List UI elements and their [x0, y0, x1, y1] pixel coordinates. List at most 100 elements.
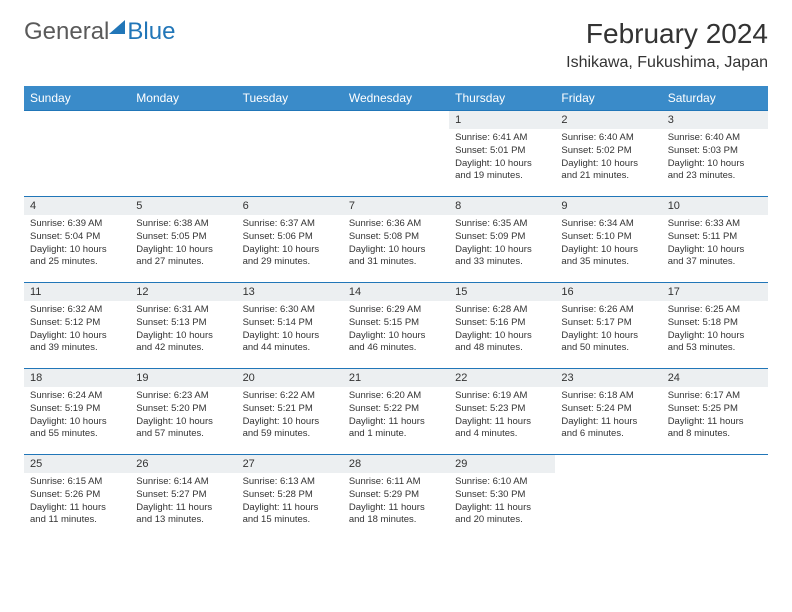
- day-number: 23: [555, 369, 661, 387]
- day-daylight: Daylight: 10 hours and 23 minutes.: [668, 158, 762, 184]
- calendar-row: 1Sunrise: 6:41 AMSunset: 5:01 PMDaylight…: [24, 111, 768, 197]
- calendar-cell: 19Sunrise: 6:23 AMSunset: 5:20 PMDayligh…: [130, 369, 236, 455]
- day-content: Sunrise: 6:35 AMSunset: 5:09 PMDaylight:…: [449, 215, 555, 272]
- logo-triangle-icon: [109, 20, 125, 34]
- day-daylight: Daylight: 11 hours and 20 minutes.: [455, 502, 549, 528]
- day-sunrise: Sunrise: 6:18 AM: [561, 390, 655, 403]
- calendar-cell: 6Sunrise: 6:37 AMSunset: 5:06 PMDaylight…: [237, 197, 343, 283]
- calendar-cell: 9Sunrise: 6:34 AMSunset: 5:10 PMDaylight…: [555, 197, 661, 283]
- day-sunrise: Sunrise: 6:26 AM: [561, 304, 655, 317]
- calendar-body: 1Sunrise: 6:41 AMSunset: 5:01 PMDaylight…: [24, 111, 768, 541]
- day-sunrise: Sunrise: 6:31 AM: [136, 304, 230, 317]
- day-sunrise: Sunrise: 6:15 AM: [30, 476, 124, 489]
- location-subtitle: Ishikawa, Fukushima, Japan: [566, 54, 768, 72]
- day-number: 17: [662, 283, 768, 301]
- day-content: Sunrise: 6:19 AMSunset: 5:23 PMDaylight:…: [449, 387, 555, 444]
- day-sunrise: Sunrise: 6:20 AM: [349, 390, 443, 403]
- calendar-cell: 22Sunrise: 6:19 AMSunset: 5:23 PMDayligh…: [449, 369, 555, 455]
- day-sunset: Sunset: 5:24 PM: [561, 403, 655, 416]
- calendar-row: 25Sunrise: 6:15 AMSunset: 5:26 PMDayligh…: [24, 455, 768, 541]
- day-content: Sunrise: 6:36 AMSunset: 5:08 PMDaylight:…: [343, 215, 449, 272]
- day-daylight: Daylight: 11 hours and 1 minute.: [349, 416, 443, 442]
- day-header-mon: Monday: [130, 86, 236, 111]
- day-content: Sunrise: 6:41 AMSunset: 5:01 PMDaylight:…: [449, 129, 555, 186]
- day-sunset: Sunset: 5:12 PM: [30, 317, 124, 330]
- calendar-cell: 24Sunrise: 6:17 AMSunset: 5:25 PMDayligh…: [662, 369, 768, 455]
- day-sunset: Sunset: 5:04 PM: [30, 231, 124, 244]
- day-content: Sunrise: 6:37 AMSunset: 5:06 PMDaylight:…: [237, 215, 343, 272]
- calendar-cell-empty: [237, 111, 343, 197]
- day-number: 4: [24, 197, 130, 215]
- day-number: 20: [237, 369, 343, 387]
- day-daylight: Daylight: 10 hours and 35 minutes.: [561, 244, 655, 270]
- day-sunrise: Sunrise: 6:38 AM: [136, 218, 230, 231]
- calendar-cell-empty: [662, 455, 768, 541]
- day-number: 14: [343, 283, 449, 301]
- day-daylight: Daylight: 10 hours and 19 minutes.: [455, 158, 549, 184]
- day-sunrise: Sunrise: 6:28 AM: [455, 304, 549, 317]
- calendar-cell: 1Sunrise: 6:41 AMSunset: 5:01 PMDaylight…: [449, 111, 555, 197]
- day-content: Sunrise: 6:25 AMSunset: 5:18 PMDaylight:…: [662, 301, 768, 358]
- day-header-thu: Thursday: [449, 86, 555, 111]
- day-content: Sunrise: 6:34 AMSunset: 5:10 PMDaylight:…: [555, 215, 661, 272]
- day-content: Sunrise: 6:17 AMSunset: 5:25 PMDaylight:…: [662, 387, 768, 444]
- calendar-cell: 11Sunrise: 6:32 AMSunset: 5:12 PMDayligh…: [24, 283, 130, 369]
- calendar-cell: 12Sunrise: 6:31 AMSunset: 5:13 PMDayligh…: [130, 283, 236, 369]
- day-number: 19: [130, 369, 236, 387]
- day-daylight: Daylight: 11 hours and 13 minutes.: [136, 502, 230, 528]
- day-sunset: Sunset: 5:03 PM: [668, 145, 762, 158]
- calendar-cell: 29Sunrise: 6:10 AMSunset: 5:30 PMDayligh…: [449, 455, 555, 541]
- day-sunset: Sunset: 5:26 PM: [30, 489, 124, 502]
- day-sunrise: Sunrise: 6:32 AM: [30, 304, 124, 317]
- page-header: General Blue February 2024 Ishikawa, Fuk…: [24, 18, 768, 72]
- calendar-cell: 23Sunrise: 6:18 AMSunset: 5:24 PMDayligh…: [555, 369, 661, 455]
- calendar-cell-empty: [555, 455, 661, 541]
- day-sunset: Sunset: 5:25 PM: [668, 403, 762, 416]
- day-sunset: Sunset: 5:29 PM: [349, 489, 443, 502]
- day-sunset: Sunset: 5:28 PM: [243, 489, 337, 502]
- day-content: Sunrise: 6:11 AMSunset: 5:29 PMDaylight:…: [343, 473, 449, 530]
- day-sunrise: Sunrise: 6:11 AM: [349, 476, 443, 489]
- day-sunset: Sunset: 5:02 PM: [561, 145, 655, 158]
- day-daylight: Daylight: 10 hours and 42 minutes.: [136, 330, 230, 356]
- day-sunset: Sunset: 5:05 PM: [136, 231, 230, 244]
- day-content: Sunrise: 6:28 AMSunset: 5:16 PMDaylight:…: [449, 301, 555, 358]
- day-daylight: Daylight: 11 hours and 6 minutes.: [561, 416, 655, 442]
- day-content: Sunrise: 6:24 AMSunset: 5:19 PMDaylight:…: [24, 387, 130, 444]
- day-daylight: Daylight: 10 hours and 37 minutes.: [668, 244, 762, 270]
- day-sunset: Sunset: 5:15 PM: [349, 317, 443, 330]
- day-daylight: Daylight: 11 hours and 11 minutes.: [30, 502, 124, 528]
- day-number: 18: [24, 369, 130, 387]
- day-daylight: Daylight: 10 hours and 25 minutes.: [30, 244, 124, 270]
- calendar-cell: 13Sunrise: 6:30 AMSunset: 5:14 PMDayligh…: [237, 283, 343, 369]
- calendar-cell: 5Sunrise: 6:38 AMSunset: 5:05 PMDaylight…: [130, 197, 236, 283]
- calendar-cell: 21Sunrise: 6:20 AMSunset: 5:22 PMDayligh…: [343, 369, 449, 455]
- calendar-cell: 26Sunrise: 6:14 AMSunset: 5:27 PMDayligh…: [130, 455, 236, 541]
- day-sunset: Sunset: 5:19 PM: [30, 403, 124, 416]
- day-daylight: Daylight: 10 hours and 31 minutes.: [349, 244, 443, 270]
- calendar-row: 11Sunrise: 6:32 AMSunset: 5:12 PMDayligh…: [24, 283, 768, 369]
- calendar-cell: 18Sunrise: 6:24 AMSunset: 5:19 PMDayligh…: [24, 369, 130, 455]
- title-block: February 2024 Ishikawa, Fukushima, Japan: [566, 18, 768, 72]
- day-sunrise: Sunrise: 6:17 AM: [668, 390, 762, 403]
- day-daylight: Daylight: 10 hours and 39 minutes.: [30, 330, 124, 356]
- day-number: 9: [555, 197, 661, 215]
- day-number: 13: [237, 283, 343, 301]
- day-content: Sunrise: 6:18 AMSunset: 5:24 PMDaylight:…: [555, 387, 661, 444]
- calendar-cell-empty: [130, 111, 236, 197]
- day-content: Sunrise: 6:40 AMSunset: 5:03 PMDaylight:…: [662, 129, 768, 186]
- day-daylight: Daylight: 10 hours and 46 minutes.: [349, 330, 443, 356]
- logo: General Blue: [24, 18, 175, 46]
- calendar-cell: 25Sunrise: 6:15 AMSunset: 5:26 PMDayligh…: [24, 455, 130, 541]
- day-sunrise: Sunrise: 6:35 AM: [455, 218, 549, 231]
- calendar-cell: 27Sunrise: 6:13 AMSunset: 5:28 PMDayligh…: [237, 455, 343, 541]
- day-sunrise: Sunrise: 6:30 AM: [243, 304, 337, 317]
- calendar-cell: 14Sunrise: 6:29 AMSunset: 5:15 PMDayligh…: [343, 283, 449, 369]
- calendar-cell: 16Sunrise: 6:26 AMSunset: 5:17 PMDayligh…: [555, 283, 661, 369]
- day-daylight: Daylight: 11 hours and 15 minutes.: [243, 502, 337, 528]
- day-number: 29: [449, 455, 555, 473]
- day-sunset: Sunset: 5:23 PM: [455, 403, 549, 416]
- calendar-cell: 3Sunrise: 6:40 AMSunset: 5:03 PMDaylight…: [662, 111, 768, 197]
- day-number: 10: [662, 197, 768, 215]
- day-sunrise: Sunrise: 6:34 AM: [561, 218, 655, 231]
